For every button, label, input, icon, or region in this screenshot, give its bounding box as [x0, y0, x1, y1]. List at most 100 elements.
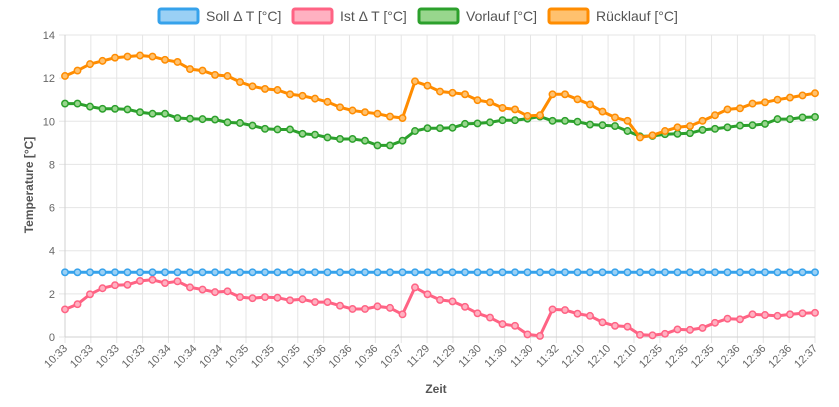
data-point[interactable] — [173, 114, 182, 123]
data-point[interactable] — [148, 109, 157, 118]
data-point[interactable] — [611, 113, 619, 122]
data-point[interactable] — [211, 288, 219, 297]
data-point[interactable] — [523, 268, 532, 277]
data-point[interactable] — [61, 268, 69, 277]
data-point[interactable] — [286, 125, 294, 134]
data-point[interactable] — [511, 268, 519, 277]
data-point[interactable] — [261, 268, 269, 277]
data-point[interactable] — [511, 116, 519, 125]
data-point[interactable] — [373, 109, 382, 118]
data-point[interactable] — [536, 331, 544, 340]
data-point[interactable] — [286, 90, 294, 99]
data-point[interactable] — [673, 129, 682, 138]
data-point[interactable] — [61, 72, 69, 80]
data-point[interactable] — [573, 117, 582, 126]
data-point[interactable] — [173, 268, 182, 277]
data-point[interactable] — [661, 329, 669, 338]
data-point[interactable] — [436, 268, 444, 277]
data-point[interactable] — [173, 277, 182, 286]
data-point[interactable] — [198, 115, 207, 124]
data-point[interactable] — [798, 309, 807, 318]
data-point[interactable] — [698, 268, 707, 277]
data-point[interactable] — [786, 310, 794, 319]
data-point[interactable] — [786, 115, 794, 124]
data-point[interactable] — [198, 268, 207, 277]
data-point[interactable] — [548, 90, 557, 99]
data-point[interactable] — [686, 129, 694, 138]
data-point[interactable] — [148, 268, 157, 277]
data-point[interactable] — [361, 108, 369, 117]
data-point[interactable] — [411, 268, 419, 277]
data-point[interactable] — [348, 106, 357, 115]
data-point[interactable] — [523, 111, 532, 120]
data-point[interactable] — [448, 268, 457, 277]
data-point[interactable] — [123, 280, 132, 289]
data-point[interactable] — [773, 268, 782, 277]
data-point[interactable] — [198, 285, 207, 294]
data-point[interactable] — [411, 77, 419, 86]
data-point[interactable] — [436, 295, 444, 304]
data-point[interactable] — [473, 119, 482, 128]
legend-item[interactable]: Ist Δ T [°C] — [291, 7, 407, 25]
data-point[interactable] — [623, 127, 632, 135]
data-point[interactable] — [411, 283, 419, 292]
data-point[interactable] — [448, 88, 457, 97]
data-point[interactable] — [561, 268, 569, 277]
data-point[interactable] — [573, 268, 582, 277]
data-point[interactable] — [148, 52, 157, 61]
data-point[interactable] — [698, 116, 707, 125]
data-point[interactable] — [211, 268, 219, 277]
data-point[interactable] — [398, 136, 407, 145]
data-point[interactable] — [723, 314, 732, 323]
data-point[interactable] — [98, 104, 107, 113]
data-point[interactable] — [561, 116, 569, 125]
data-point[interactable] — [761, 98, 769, 107]
data-point[interactable] — [773, 115, 782, 124]
data-point[interactable] — [98, 268, 107, 277]
data-point[interactable] — [723, 123, 732, 132]
data-point[interactable] — [273, 293, 282, 302]
data-point[interactable] — [73, 99, 82, 108]
data-point[interactable] — [98, 56, 107, 65]
data-point[interactable] — [773, 311, 782, 320]
data-point[interactable] — [773, 95, 782, 104]
data-point[interactable] — [661, 127, 669, 135]
data-point[interactable] — [248, 268, 257, 277]
data-point[interactable] — [236, 78, 244, 86]
data-point[interactable] — [236, 268, 244, 277]
data-point[interactable] — [461, 302, 469, 311]
data-point[interactable] — [223, 287, 232, 296]
data-point[interactable] — [323, 268, 332, 277]
data-point[interactable] — [673, 268, 682, 277]
data-point[interactable] — [161, 109, 169, 118]
data-point[interactable] — [236, 119, 244, 127]
data-point[interactable] — [223, 72, 232, 80]
data-point[interactable] — [636, 330, 644, 339]
data-point[interactable] — [161, 279, 169, 288]
data-point[interactable] — [736, 121, 744, 130]
data-point[interactable] — [298, 295, 307, 304]
data-point[interactable] — [311, 298, 319, 307]
data-point[interactable] — [186, 65, 194, 74]
data-point[interactable] — [748, 121, 757, 130]
data-point[interactable] — [73, 66, 82, 75]
data-point[interactable] — [136, 268, 144, 277]
data-point[interactable] — [636, 133, 644, 142]
data-point[interactable] — [323, 133, 332, 142]
data-point[interactable] — [111, 104, 119, 113]
data-point[interactable] — [573, 95, 582, 104]
data-point[interactable] — [786, 93, 794, 102]
data-point[interactable] — [223, 118, 232, 127]
data-point[interactable] — [736, 104, 744, 113]
data-point[interactable] — [723, 268, 732, 277]
data-point[interactable] — [111, 281, 119, 290]
data-point[interactable] — [86, 268, 94, 277]
data-point[interactable] — [711, 124, 719, 133]
data-point[interactable] — [273, 125, 282, 134]
data-point[interactable] — [761, 268, 769, 277]
legend-item[interactable]: Rücklauf [°C] — [547, 7, 678, 25]
data-point[interactable] — [361, 268, 369, 277]
data-point[interactable] — [423, 268, 432, 277]
data-point[interactable] — [186, 268, 194, 277]
data-point[interactable] — [173, 58, 182, 66]
